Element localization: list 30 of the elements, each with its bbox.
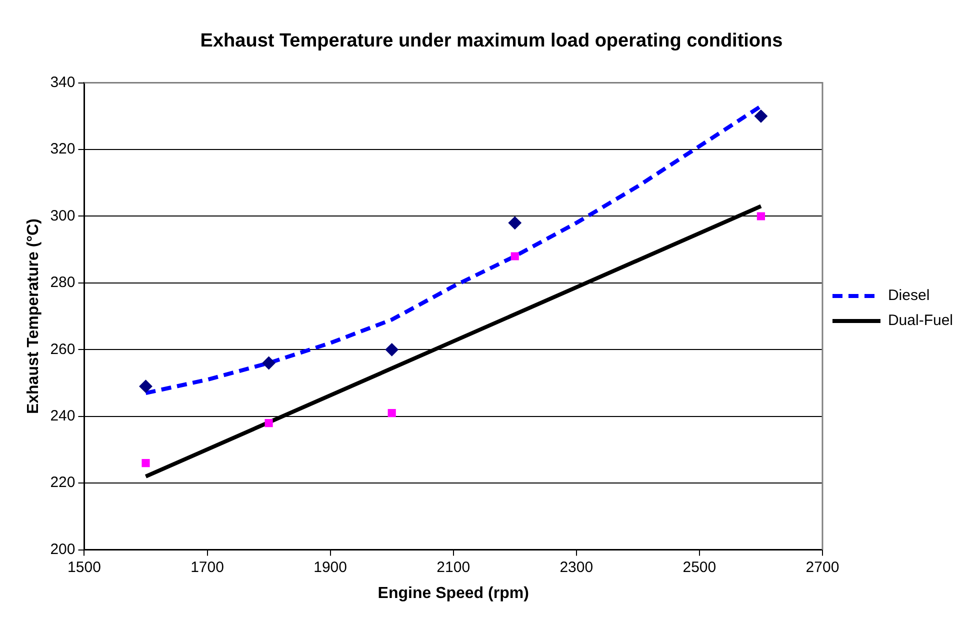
x-axis-title: Engine Speed (rpm)	[378, 584, 529, 602]
y-tick-label: 240	[50, 408, 76, 425]
x-tick-label: 2700	[806, 558, 840, 576]
y-axis-title: Exhaust Temperature (°C)	[25, 218, 42, 414]
y-tick-label: 200	[50, 540, 76, 558]
point	[264, 419, 273, 428]
point	[510, 252, 519, 260]
point	[754, 110, 768, 123]
point	[756, 212, 765, 220]
y-tick-label: 280	[50, 274, 76, 292]
x-tick-label: 2100	[436, 558, 470, 576]
point	[139, 380, 152, 393]
y-tick-label: 220	[50, 474, 76, 492]
chart-title: Exhaust Temperature under maximum load operating conditions	[200, 30, 783, 52]
point	[388, 409, 396, 418]
legend-label: Diesel	[888, 287, 930, 304]
point	[508, 216, 522, 230]
x-tick-label: 2500	[682, 558, 716, 576]
point	[385, 343, 398, 356]
point	[142, 459, 150, 468]
x-tick-label: 1700	[190, 558, 224, 576]
x-tick-label: 2300	[560, 558, 594, 576]
point	[262, 356, 276, 370]
x-tick-label: 1500	[68, 558, 101, 576]
y-tick-label: 300	[50, 207, 76, 224]
x-tick-label: 1900	[314, 558, 347, 576]
y-tick-label: 260	[50, 340, 76, 358]
y-tick-label: 320	[50, 140, 76, 158]
legend-label: Dual-Fuel	[888, 312, 954, 330]
y-tick-label: 340	[50, 74, 76, 91]
